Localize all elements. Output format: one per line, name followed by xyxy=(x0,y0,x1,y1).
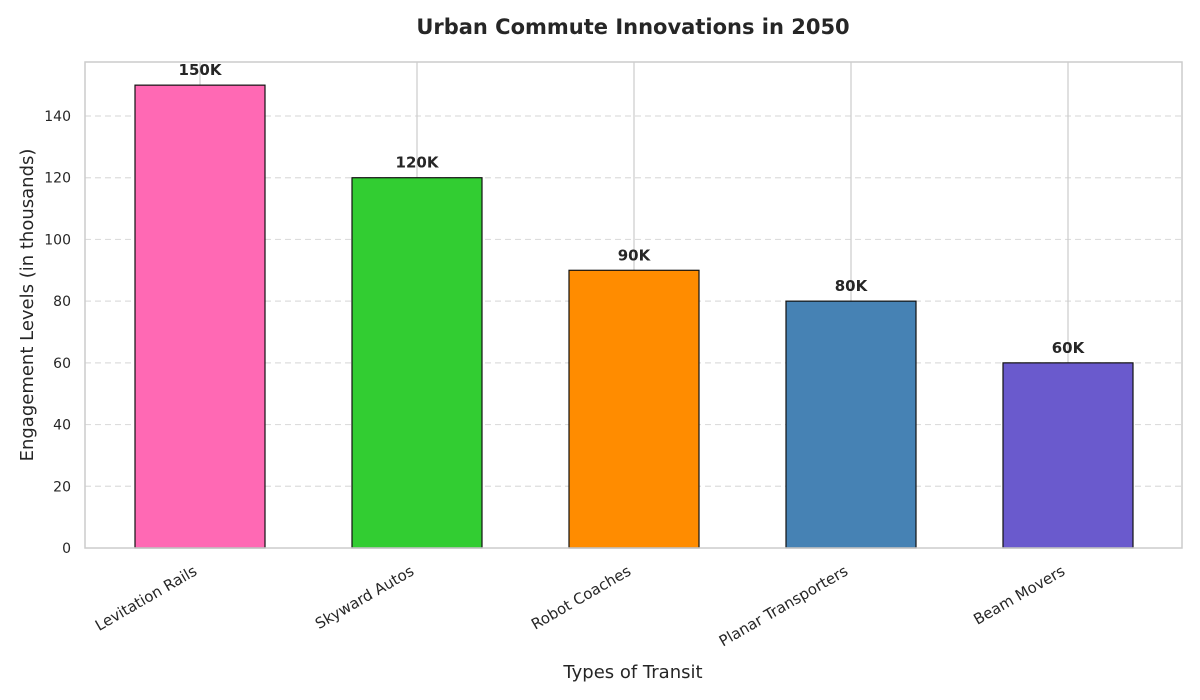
y-tick-label: 60 xyxy=(53,356,71,372)
data-label: 150K xyxy=(179,61,223,79)
x-tick-label: Levitation Rails xyxy=(92,562,200,635)
bars xyxy=(134,84,1134,549)
plot-frame xyxy=(84,61,1183,549)
y-tick-label: 40 xyxy=(53,418,71,434)
x-tick-label: Beam Movers xyxy=(970,562,1068,629)
y-tick-label: 0 xyxy=(62,541,71,557)
x-axis-ticks: Levitation Rails Skyward Autos Robot Coach… xyxy=(92,562,1068,651)
x-tick-label: Skyward Autos xyxy=(312,562,417,633)
data-labels: 150K 120K 90K 80K 60K xyxy=(179,61,1086,357)
bar xyxy=(568,269,700,549)
y-tick-label: 20 xyxy=(53,479,71,495)
data-label: 90K xyxy=(618,246,652,264)
bar xyxy=(785,300,917,549)
bar xyxy=(134,84,266,549)
y-axis-label: Engagement Levels (in thousands) xyxy=(17,149,38,462)
chart-title: Urban Commute Innovations in 2050 xyxy=(416,15,849,39)
x-tick-label: Planar Transporters xyxy=(716,562,851,650)
y-tick-label: 120 xyxy=(44,171,71,187)
bar xyxy=(1002,362,1134,549)
y-tick-label: 100 xyxy=(44,232,71,248)
x-axis-label: Types of Transit xyxy=(562,662,702,683)
y-tick-label: 80 xyxy=(53,294,71,310)
data-label: 120K xyxy=(396,154,440,172)
y-tick-label: 140 xyxy=(44,109,71,125)
x-tick-label: Robot Coaches xyxy=(528,562,634,634)
data-label: 60K xyxy=(1052,339,1086,357)
data-label: 80K xyxy=(835,277,869,295)
bar xyxy=(351,177,483,549)
y-axis-ticks: 0 20 40 60 80 100 120 140 xyxy=(44,109,71,557)
